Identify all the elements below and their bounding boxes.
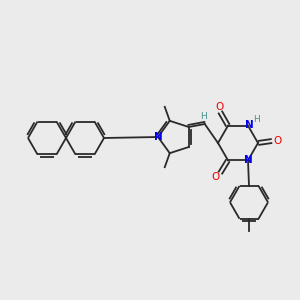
Text: N: N bbox=[244, 155, 252, 165]
Text: O: O bbox=[211, 172, 219, 182]
Text: O: O bbox=[273, 136, 281, 146]
Text: H: H bbox=[200, 112, 207, 121]
Text: H: H bbox=[254, 115, 260, 124]
Text: N: N bbox=[154, 132, 162, 142]
Text: O: O bbox=[216, 102, 224, 112]
Text: N: N bbox=[244, 120, 253, 130]
